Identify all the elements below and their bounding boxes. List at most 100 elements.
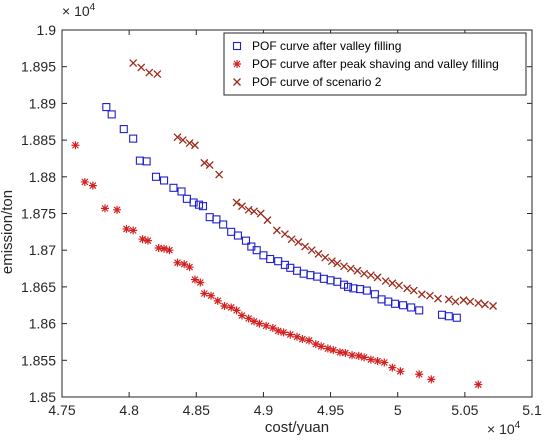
- star-marker: [311, 340, 320, 349]
- x-marker: [321, 253, 330, 262]
- x-tick-label: 4.95: [317, 402, 344, 418]
- series-2: [71, 141, 483, 389]
- x-marker: [366, 271, 375, 280]
- x-marker: [137, 63, 146, 72]
- data-point: [388, 363, 397, 372]
- data-point: [427, 375, 436, 384]
- data-point: [250, 317, 259, 326]
- data-point: [142, 157, 151, 166]
- series-1: [102, 103, 461, 322]
- star-marker: [262, 321, 271, 330]
- data-point: [190, 141, 199, 150]
- data-point: [160, 244, 169, 253]
- data-point: [232, 198, 241, 207]
- star-marker: [366, 355, 375, 364]
- data-point: [287, 235, 296, 244]
- data-point: [207, 291, 216, 300]
- x-marker: [145, 68, 154, 77]
- data-point: [252, 246, 261, 255]
- data-point: [71, 141, 80, 150]
- star-marker: [293, 332, 301, 341]
- star-marker: [305, 336, 314, 345]
- data-point: [102, 103, 111, 112]
- x-marker: [333, 259, 342, 268]
- x-marker: [409, 286, 418, 295]
- star-marker: [474, 380, 483, 389]
- star-marker: [190, 275, 199, 284]
- data-point: [169, 183, 178, 192]
- data-point: [293, 332, 301, 341]
- data-point: [360, 269, 369, 278]
- y-axis-label: emission/ton: [0, 190, 16, 274]
- data-point: [189, 198, 198, 207]
- legend-marker: [233, 60, 241, 68]
- data-point: [250, 207, 258, 216]
- x-marker: [434, 294, 442, 303]
- y-tick-label: 1.89: [29, 95, 56, 111]
- star-marker: [129, 226, 138, 235]
- data-point: [396, 367, 405, 376]
- y-tick-label: 1.865: [21, 279, 56, 295]
- star-marker: [154, 243, 163, 252]
- x-marker: [250, 207, 258, 216]
- x-marker: [474, 299, 483, 308]
- star-marker: [279, 328, 288, 337]
- data-point: [129, 59, 138, 67]
- star-marker: [298, 335, 307, 344]
- star-marker: [138, 235, 147, 244]
- star-marker: [360, 353, 369, 362]
- x-marker: [263, 216, 272, 225]
- data-point: [415, 306, 424, 315]
- data-point: [280, 260, 289, 269]
- data-point: [444, 312, 453, 321]
- x-marker: [215, 170, 224, 179]
- data-point: [237, 311, 246, 320]
- data-point: [390, 299, 400, 308]
- x-marker: [360, 269, 369, 278]
- data-point: [196, 278, 205, 287]
- data-point: [160, 176, 169, 185]
- x-marker: [173, 133, 182, 142]
- x-marker: [417, 290, 426, 299]
- data-point: [340, 262, 348, 271]
- x-marker: [314, 249, 323, 258]
- data-point: [274, 326, 283, 335]
- x-marker: [205, 161, 214, 170]
- data-point: [348, 351, 357, 360]
- x-marker: [451, 297, 460, 306]
- data-point: [373, 273, 382, 282]
- data-point: [481, 300, 489, 309]
- x-marker: [425, 291, 434, 300]
- data-point: [145, 68, 154, 77]
- data-point: [407, 303, 416, 312]
- star-marker: [227, 303, 236, 312]
- data-point: [366, 271, 375, 280]
- data-point: [279, 328, 288, 337]
- star-marker: [274, 326, 283, 335]
- data-point: [165, 246, 174, 255]
- y-tick-label: 1.9: [37, 22, 57, 38]
- data-point: [466, 297, 475, 306]
- data-point: [346, 264, 355, 273]
- data-point: [409, 286, 418, 295]
- x-marker: [444, 295, 453, 304]
- x-axis-multiplier: × 104: [487, 420, 521, 437]
- data-point: [241, 236, 251, 245]
- data-point: [321, 253, 330, 262]
- x-marker: [287, 235, 296, 244]
- data-point: [232, 306, 241, 315]
- star-marker: [173, 258, 182, 267]
- data-point: [415, 370, 424, 379]
- star-marker: [373, 357, 382, 366]
- star-marker: [71, 141, 80, 150]
- star-marker: [196, 278, 205, 287]
- data-point: [370, 290, 379, 299]
- data-point: [286, 330, 295, 339]
- data-point: [177, 187, 186, 196]
- star-marker: [213, 296, 222, 305]
- x-tick-label: 4.8: [119, 402, 139, 418]
- data-point: [301, 242, 310, 251]
- star-marker: [185, 263, 194, 272]
- star-marker: [348, 351, 357, 360]
- star-marker: [317, 342, 326, 351]
